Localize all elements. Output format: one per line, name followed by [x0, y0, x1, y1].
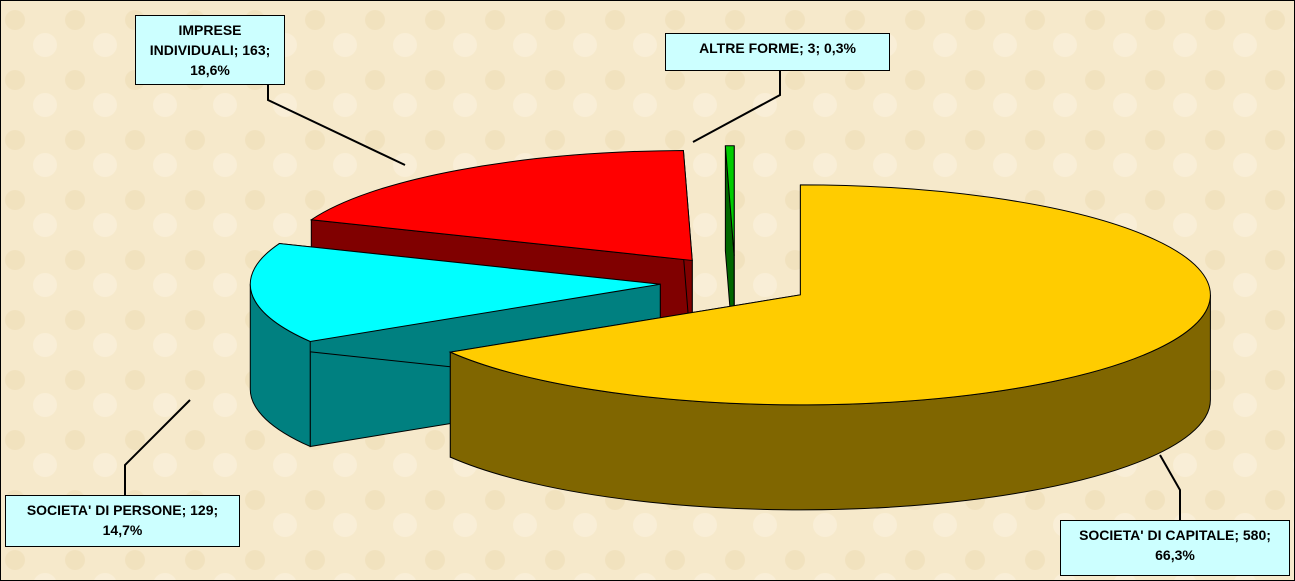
slice — [309, 149, 693, 261]
leader-line — [692, 70, 781, 143]
slice — [724, 145, 735, 256]
slice — [249, 243, 661, 342]
leader-line — [124, 399, 191, 497]
slice — [448, 184, 1211, 406]
pie — [249, 145, 1211, 511]
leader-line — [1159, 454, 1181, 522]
data-label: SOCIETA' DI PERSONE; 129; 14,7% — [5, 495, 240, 547]
data-label: IMPRESE INDIVIDUALI; 163; 18,6% — [135, 15, 285, 85]
data-label: ALTRE FORME; 3; 0,3% — [665, 33, 890, 71]
data-label: SOCIETA' DI CAPITALE; 580; 66,3% — [1060, 520, 1290, 576]
leader-lines — [124, 70, 1181, 522]
